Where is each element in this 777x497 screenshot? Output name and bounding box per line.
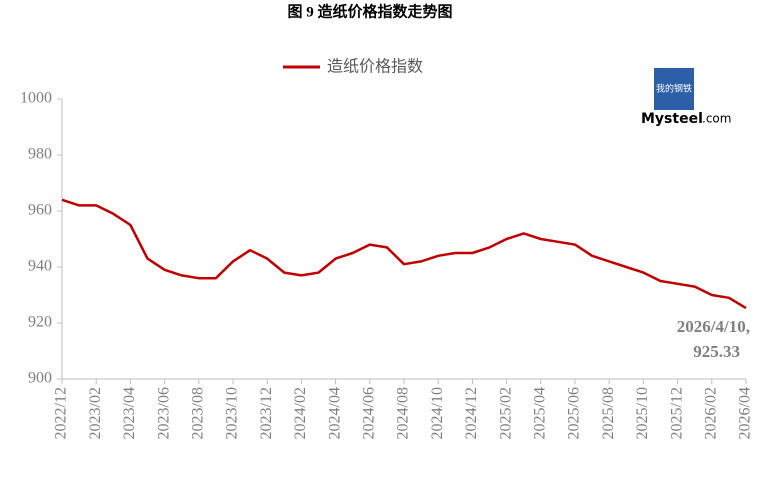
x-tick-label: 2024/02 [292,387,309,439]
x-tick-label: 2025/12 [668,387,685,439]
x-tick-label: 2025/02 [497,387,514,439]
x-tick-label: 2023/12 [258,387,275,439]
x-tick-label: 2023/04 [121,387,138,439]
x-tick-label: 2025/08 [600,387,617,439]
x-tick-label: 2023/06 [155,387,172,439]
annotation-date: 2026/4/10, [677,317,750,336]
series-line [61,198,747,310]
y-tick-label: 960 [28,202,52,219]
logo-box [654,68,694,110]
x-tick-label: 2024/10 [429,387,446,439]
y-tick-label: 980 [28,146,52,163]
legend-label: 造纸价格指数 [327,57,423,76]
x-tick-label: 2024/04 [326,387,343,439]
x-tick-label: 2024/12 [463,387,480,439]
logo-cn: 我的钢铁 [656,83,692,95]
x-tick-label: 2024/08 [395,387,412,439]
logo-en: Mysteel [641,111,703,127]
x-tick-label: 2025/06 [566,387,583,439]
x-tick-label: 2025/10 [634,387,651,439]
annotation-value: 925.33 [693,342,740,361]
logo-suffix: .com [702,112,731,126]
x-tick-label: 2023/08 [189,387,206,439]
x-tick-label: 2023/02 [87,387,104,439]
x-tick-label: 2023/10 [224,387,241,439]
y-tick-label: 940 [28,258,52,275]
y-tick-label: 1000 [20,90,52,107]
x-tick-label: 2024/06 [360,387,377,439]
x-tick-label: 2025/04 [531,387,548,439]
x-tick-label: 2026/02 [702,387,719,439]
chart-title: 图 9 造纸价格指数走势图 [287,2,452,20]
x-tick-label: 2022/12 [53,387,70,439]
x-tick-label: 2026/04 [737,387,754,439]
y-tick-label: 920 [28,314,52,331]
y-tick-label: 900 [28,370,52,387]
